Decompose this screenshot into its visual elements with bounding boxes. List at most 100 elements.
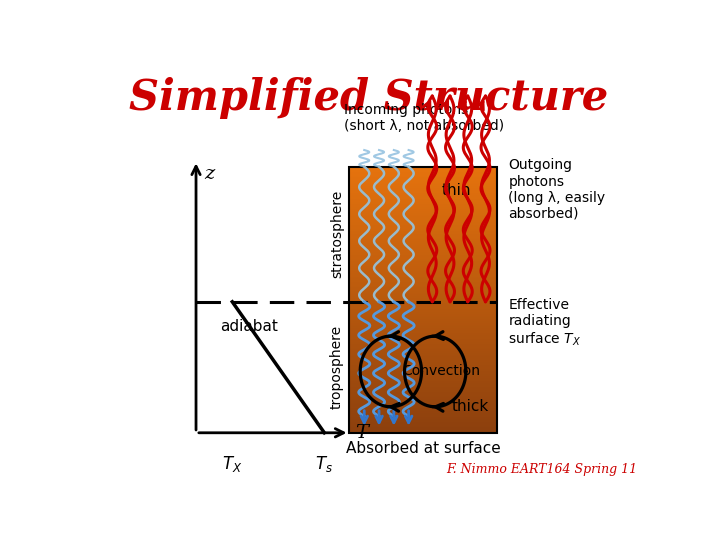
- Text: z: z: [204, 165, 215, 183]
- Bar: [349, 307, 498, 308]
- Bar: [349, 192, 498, 193]
- Bar: [349, 401, 498, 403]
- Bar: [349, 174, 498, 176]
- Bar: [349, 218, 498, 220]
- Bar: [349, 360, 498, 362]
- Text: $T_s$: $T_s$: [315, 454, 333, 474]
- Bar: [349, 221, 498, 224]
- Bar: [349, 323, 498, 325]
- Bar: [349, 362, 498, 363]
- Bar: [349, 300, 498, 301]
- Bar: [349, 351, 498, 353]
- Bar: [349, 181, 498, 183]
- Bar: [349, 341, 498, 342]
- Bar: [349, 271, 498, 273]
- Bar: [349, 403, 498, 404]
- Bar: [349, 248, 498, 250]
- Bar: [349, 418, 498, 420]
- Bar: [349, 167, 498, 168]
- Bar: [349, 276, 498, 279]
- Bar: [349, 239, 498, 241]
- Bar: [349, 303, 498, 305]
- Text: troposphere: troposphere: [330, 325, 344, 409]
- Bar: [349, 417, 498, 418]
- Bar: [349, 197, 498, 199]
- Bar: [349, 369, 498, 370]
- Bar: [349, 325, 498, 326]
- Bar: [349, 170, 498, 172]
- Bar: [349, 314, 498, 316]
- Bar: [349, 381, 498, 383]
- Bar: [349, 279, 498, 280]
- Bar: [349, 200, 498, 202]
- Bar: [349, 255, 498, 257]
- Bar: [349, 287, 498, 289]
- Bar: [349, 206, 498, 207]
- Bar: [349, 261, 498, 262]
- Bar: [349, 387, 498, 388]
- Bar: [349, 318, 498, 319]
- Bar: [349, 312, 498, 314]
- Bar: [349, 250, 498, 252]
- Bar: [349, 370, 498, 373]
- Text: Simplified Structure: Simplified Structure: [130, 77, 608, 119]
- Bar: [349, 335, 498, 337]
- Bar: [349, 195, 498, 197]
- Bar: [349, 245, 498, 246]
- Bar: [349, 332, 498, 333]
- Bar: [349, 330, 498, 332]
- Bar: [349, 238, 498, 239]
- Bar: [349, 199, 498, 200]
- Bar: [349, 408, 498, 410]
- Bar: [349, 293, 498, 294]
- Bar: [349, 259, 498, 261]
- Bar: [349, 209, 498, 211]
- Bar: [349, 410, 498, 411]
- Bar: [349, 385, 498, 387]
- Bar: [349, 186, 498, 188]
- Bar: [349, 243, 498, 245]
- Bar: [349, 167, 498, 433]
- Bar: [349, 394, 498, 395]
- Bar: [349, 305, 498, 307]
- Bar: [349, 373, 498, 374]
- Bar: [349, 262, 498, 264]
- Bar: [349, 431, 498, 433]
- Bar: [349, 213, 498, 214]
- Bar: [349, 241, 498, 243]
- Bar: [349, 291, 498, 293]
- Bar: [349, 229, 498, 231]
- Bar: [349, 211, 498, 213]
- Bar: [349, 346, 498, 348]
- Bar: [349, 232, 498, 234]
- Bar: [349, 415, 498, 417]
- Text: T: T: [355, 424, 368, 442]
- Bar: [349, 225, 498, 227]
- Bar: [349, 366, 498, 367]
- Bar: [349, 179, 498, 181]
- Bar: [349, 214, 498, 217]
- Bar: [349, 395, 498, 397]
- Text: thick: thick: [452, 399, 490, 414]
- Bar: [349, 358, 498, 360]
- Bar: [349, 310, 498, 312]
- Bar: [349, 202, 498, 204]
- Bar: [349, 217, 498, 218]
- Bar: [349, 363, 498, 366]
- Text: thin: thin: [441, 183, 471, 198]
- Bar: [349, 289, 498, 291]
- Bar: [349, 176, 498, 177]
- Bar: [349, 316, 498, 318]
- Bar: [349, 236, 498, 238]
- Bar: [349, 282, 498, 284]
- Bar: [349, 185, 498, 186]
- Text: stratosphere: stratosphere: [330, 190, 344, 278]
- Bar: [349, 190, 498, 192]
- Bar: [349, 321, 498, 323]
- Bar: [349, 257, 498, 259]
- Bar: [349, 390, 498, 392]
- Bar: [349, 374, 498, 376]
- Text: adiabat: adiabat: [220, 319, 278, 334]
- Bar: [349, 254, 498, 255]
- Bar: [349, 207, 498, 209]
